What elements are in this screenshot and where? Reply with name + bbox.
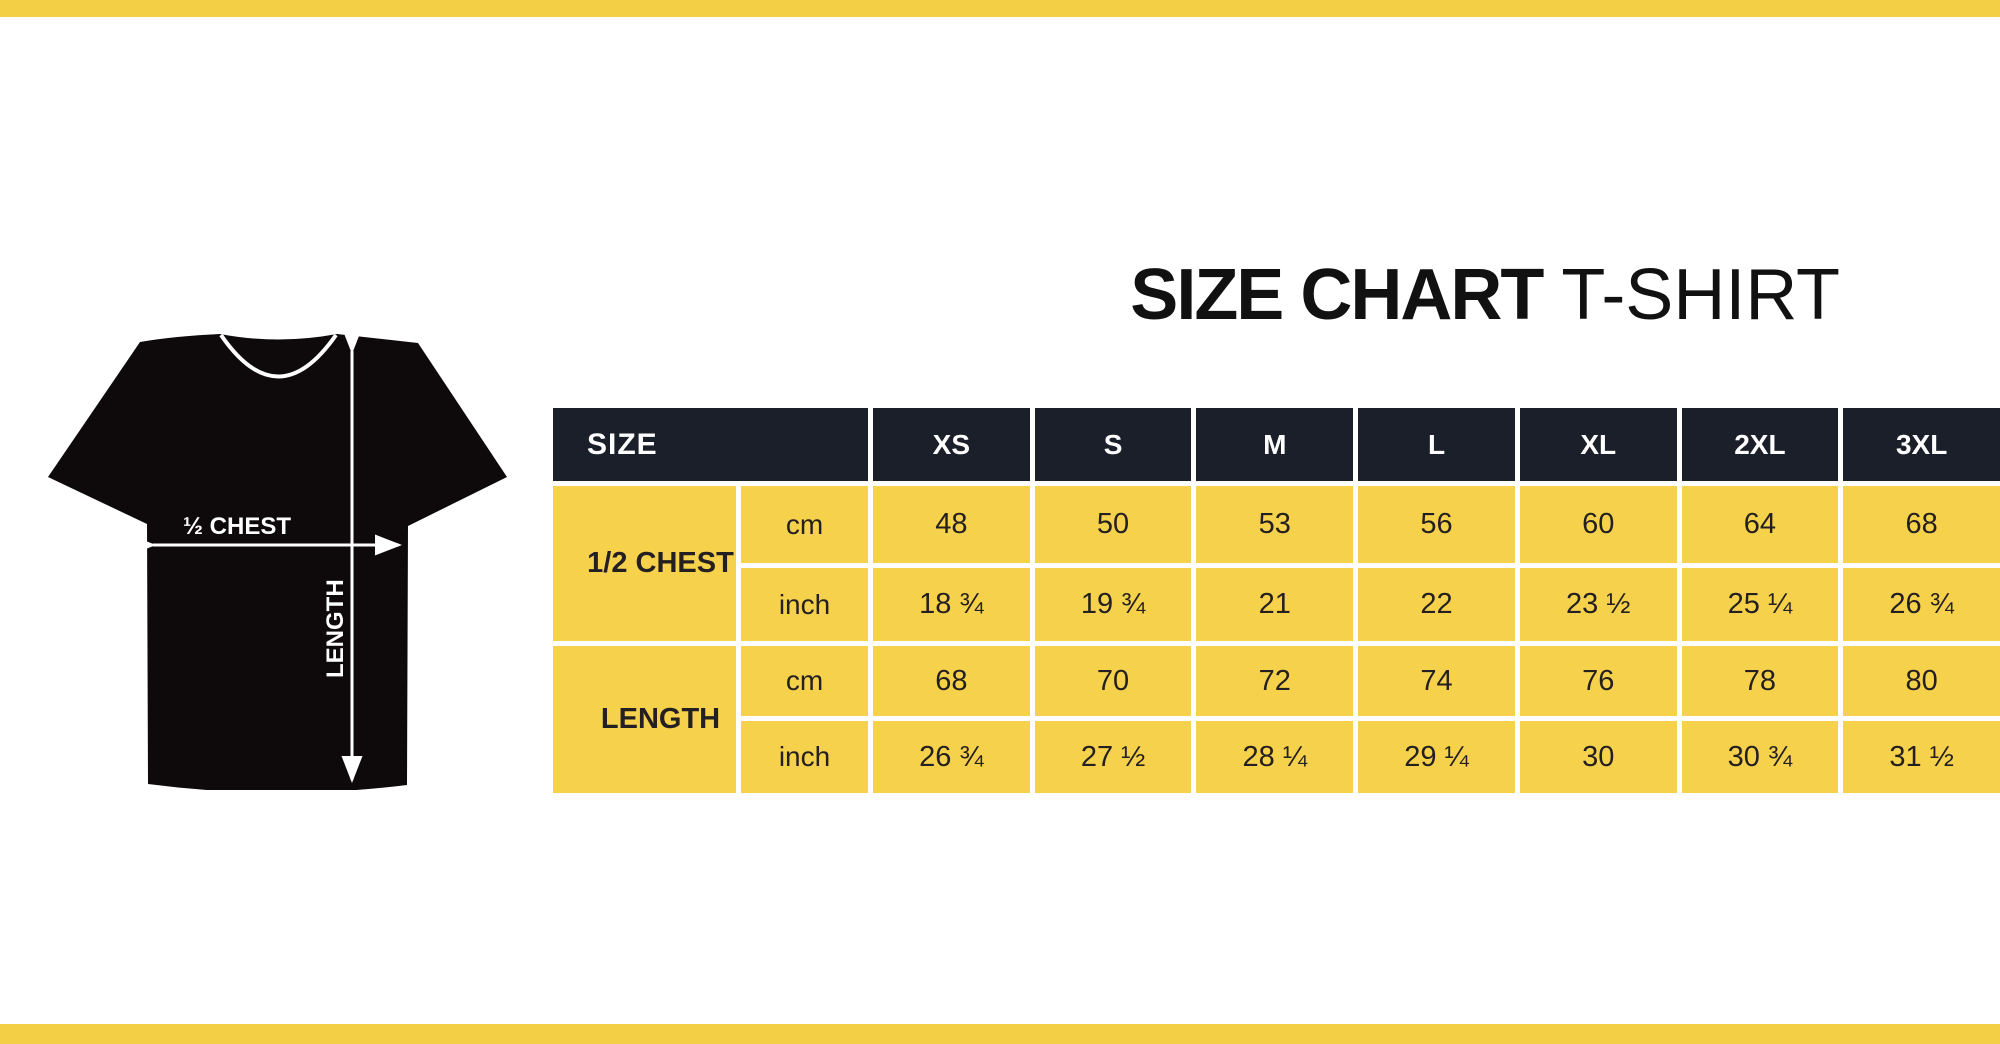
column-header-2xl: 2XL — [1681, 408, 1839, 481]
unit-label-cm: cm — [741, 646, 868, 716]
table-cell: 80 — [1843, 646, 2000, 716]
table-header-size: SIZE — [553, 408, 868, 481]
table-cell: 74 — [1358, 646, 1515, 716]
table-cell: 68 — [873, 646, 1030, 716]
table-cell: 53 — [1196, 486, 1354, 563]
table-cell: 72 — [1196, 646, 1354, 716]
table-cell: 21 — [1196, 568, 1354, 641]
tshirt-silhouette — [48, 334, 507, 790]
tshirt-measurement-diagram: ½ CHEST LENGTH — [40, 328, 515, 790]
table-cell: 60 — [1519, 486, 1677, 563]
column-header-xl: XL — [1519, 408, 1677, 481]
top-accent-bar — [0, 0, 2000, 17]
table-cell: 26 ¾ — [873, 721, 1030, 793]
table-cell: 31 ½ — [1843, 721, 2000, 793]
page-title: SIZE CHART T-SHIRT — [1130, 255, 1840, 335]
page-title-primary: SIZE CHART — [1130, 255, 1544, 335]
row-label-half-chest: 1/2 CHEST — [553, 486, 736, 641]
size-table: SIZE XS S M L XL 2XL 3XL 1/2 CHEST cm 48… — [553, 408, 2000, 793]
column-header-3xl: 3XL — [1843, 408, 2000, 481]
column-header-l: L — [1358, 408, 1515, 481]
unit-label-cm: cm — [741, 486, 868, 563]
table-cell: 70 — [1034, 646, 1192, 716]
table-cell: 29 ¼ — [1358, 721, 1515, 793]
page-title-secondary: T-SHIRT — [1561, 255, 1840, 335]
table-cell: 19 ¾ — [1034, 568, 1192, 641]
row-label-length: LENGTH — [553, 646, 736, 793]
tshirt-icon: ½ CHEST LENGTH — [48, 328, 507, 790]
collar-line — [219, 333, 338, 379]
column-header-s: S — [1034, 408, 1192, 481]
table-cell: 48 — [873, 486, 1030, 563]
table-cell: 30 — [1519, 721, 1677, 793]
table-cell: 18 ¾ — [873, 568, 1030, 641]
table-cell: 76 — [1519, 646, 1677, 716]
length-arrow-label: LENGTH — [322, 579, 349, 678]
unit-label-inch: inch — [741, 721, 868, 793]
table-cell: 28 ¼ — [1196, 721, 1354, 793]
table-cell: 22 — [1358, 568, 1515, 641]
table-cell: 78 — [1681, 646, 1839, 716]
chest-arrow-label: ½ CHEST — [183, 513, 291, 540]
table-cell: 30 ¾ — [1681, 721, 1839, 793]
table-cell: 68 — [1843, 486, 2000, 563]
unit-label-inch: inch — [741, 568, 868, 641]
table-cell: 56 — [1358, 486, 1515, 563]
table-cell: 23 ½ — [1519, 568, 1677, 641]
table-cell: 50 — [1034, 486, 1192, 563]
bottom-accent-bar — [0, 1024, 2000, 1044]
table-cell: 26 ¾ — [1843, 568, 2000, 641]
table-cell: 64 — [1681, 486, 1839, 563]
table-cell: 25 ¼ — [1681, 568, 1839, 641]
column-header-m: M — [1196, 408, 1354, 481]
column-header-xs: XS — [873, 408, 1030, 481]
table-cell: 27 ½ — [1034, 721, 1192, 793]
